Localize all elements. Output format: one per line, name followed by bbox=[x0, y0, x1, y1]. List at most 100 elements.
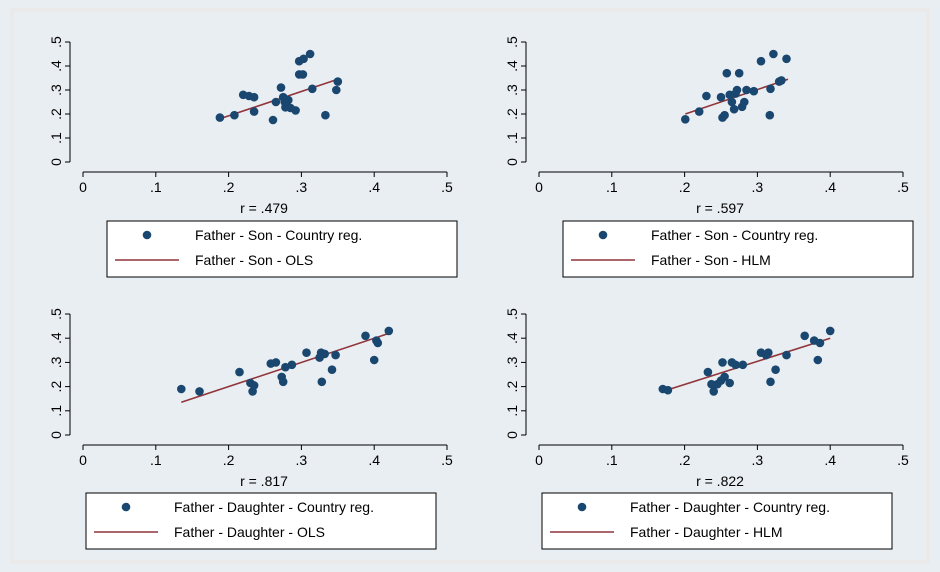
data-point bbox=[249, 107, 259, 116]
data-point bbox=[800, 331, 809, 341]
x-tick-label: .2 bbox=[223, 452, 235, 468]
chart-panel-2: 0 .1 .2 .3 .4 .5 0 .1 .2 .3 .4 .5 r = .597 Father - S… bbox=[504, 36, 914, 278]
data-point bbox=[815, 338, 825, 348]
y-tick-label: .2 bbox=[48, 381, 64, 393]
data-point bbox=[271, 358, 281, 367]
legend: Father - Son - Country reg. Father - Son … bbox=[106, 220, 458, 278]
legend-marker-point bbox=[577, 502, 587, 512]
data-point bbox=[734, 68, 744, 78]
chart-panel-4: 0 .1 .2 .3 .4 .5 0 .1 .2 .3 .4 .5 r = .822 Father - D… bbox=[504, 308, 909, 550]
y-tick-label: .2 bbox=[504, 108, 520, 120]
data-point bbox=[177, 384, 186, 394]
x-tick-label: 0 bbox=[535, 179, 543, 195]
legend-box bbox=[85, 492, 437, 550]
x-tick-label: .4 bbox=[824, 452, 836, 468]
legend-label: Father - Daughter - HLM bbox=[630, 524, 783, 540]
legend-label: Father - Daughter - OLS bbox=[174, 524, 325, 540]
data-point bbox=[738, 360, 748, 370]
data-point bbox=[287, 360, 297, 370]
data-point bbox=[694, 107, 704, 116]
y-tick-label: .1 bbox=[48, 132, 64, 144]
y-tick-label: .4 bbox=[504, 332, 520, 344]
data-point bbox=[321, 110, 330, 120]
x-tick-label: .5 bbox=[441, 452, 453, 468]
data-point bbox=[249, 381, 259, 390]
data-point bbox=[384, 326, 394, 336]
x-tick-label: .2 bbox=[679, 452, 691, 468]
x-tick-label: .2 bbox=[679, 179, 691, 195]
x-tick-label: .1 bbox=[606, 452, 618, 468]
x-tick-label: .3 bbox=[752, 179, 764, 195]
x-tick-label: .4 bbox=[368, 179, 380, 195]
y-tick-label: .3 bbox=[48, 356, 64, 368]
x-tick-label: .1 bbox=[150, 179, 162, 195]
chart-panel-1: 0 .1 .2 .3 .4 .5 0 .1 .2 .3 .4 .5 r = .479 Father - S… bbox=[48, 36, 458, 278]
data-point bbox=[361, 331, 370, 341]
data-point bbox=[308, 84, 317, 94]
data-point bbox=[825, 326, 835, 336]
data-point bbox=[281, 362, 290, 372]
data-point bbox=[766, 84, 775, 94]
x-tick-label: .5 bbox=[897, 179, 909, 195]
data-point bbox=[276, 83, 286, 92]
data-point bbox=[373, 338, 383, 348]
y-tick-label: .3 bbox=[504, 356, 520, 368]
data-point bbox=[268, 115, 278, 125]
data-point bbox=[317, 377, 327, 387]
data-point bbox=[215, 113, 225, 122]
data-point bbox=[727, 97, 737, 107]
data-point bbox=[716, 92, 726, 102]
panels: 0 .1 .2 .3 .4 .5 0 .1 .2 .3 .4 .5 r = .479 Father - S… bbox=[48, 36, 914, 550]
data-point bbox=[291, 106, 300, 115]
y-tick-label: .1 bbox=[504, 132, 520, 144]
data-point bbox=[771, 365, 780, 375]
data-point bbox=[369, 355, 379, 365]
data-point bbox=[327, 365, 337, 375]
data-point bbox=[681, 115, 690, 124]
y-tick-label: 0 bbox=[48, 158, 64, 166]
x-tick-label: 0 bbox=[79, 452, 87, 468]
data-point bbox=[718, 358, 727, 367]
data-point bbox=[333, 77, 343, 86]
x-tick-label: .1 bbox=[606, 179, 618, 195]
y-tick-label: .5 bbox=[504, 308, 520, 320]
x-tick-label: 0 bbox=[535, 452, 543, 468]
legend: Father - Daughter - Country reg. Father -… bbox=[85, 492, 437, 550]
data-point bbox=[331, 350, 340, 360]
data-point bbox=[332, 85, 341, 95]
data-point bbox=[709, 387, 718, 396]
data-point bbox=[249, 92, 259, 102]
data-point bbox=[782, 350, 791, 360]
data-point bbox=[702, 91, 711, 101]
data-point bbox=[742, 85, 751, 95]
legend-marker-point bbox=[121, 502, 131, 512]
legend-box bbox=[106, 220, 458, 278]
y-tick-label: .1 bbox=[504, 405, 520, 417]
y-tick-label: 0 bbox=[504, 158, 520, 166]
y-tick-label: .2 bbox=[504, 381, 520, 393]
legend-label: Father - Son - HLM bbox=[651, 252, 771, 268]
y-tick-label: .1 bbox=[48, 405, 64, 417]
data-point bbox=[766, 377, 775, 387]
x-tick-label: .3 bbox=[752, 452, 764, 468]
r-label: r = .597 bbox=[696, 200, 744, 216]
data-point bbox=[305, 49, 315, 59]
data-point bbox=[302, 348, 311, 358]
data-point bbox=[299, 54, 308, 64]
data-point bbox=[777, 76, 786, 85]
r-label: r = .822 bbox=[696, 473, 744, 489]
x-tick-label: .1 bbox=[150, 452, 162, 468]
data-point bbox=[764, 348, 773, 358]
y-tick-label: .3 bbox=[504, 84, 520, 96]
legend-label: Father - Son - Country reg. bbox=[195, 227, 362, 243]
y-tick-label: .5 bbox=[48, 36, 64, 48]
legend-marker-point bbox=[598, 230, 608, 240]
data-point bbox=[195, 387, 204, 396]
x-tick-label: .4 bbox=[368, 452, 380, 468]
y-tick-label: 0 bbox=[504, 431, 520, 439]
x-tick-label: .2 bbox=[223, 179, 235, 195]
y-tick-label: 0 bbox=[48, 431, 64, 439]
y-tick-label: .5 bbox=[504, 36, 520, 48]
data-point bbox=[663, 385, 673, 395]
